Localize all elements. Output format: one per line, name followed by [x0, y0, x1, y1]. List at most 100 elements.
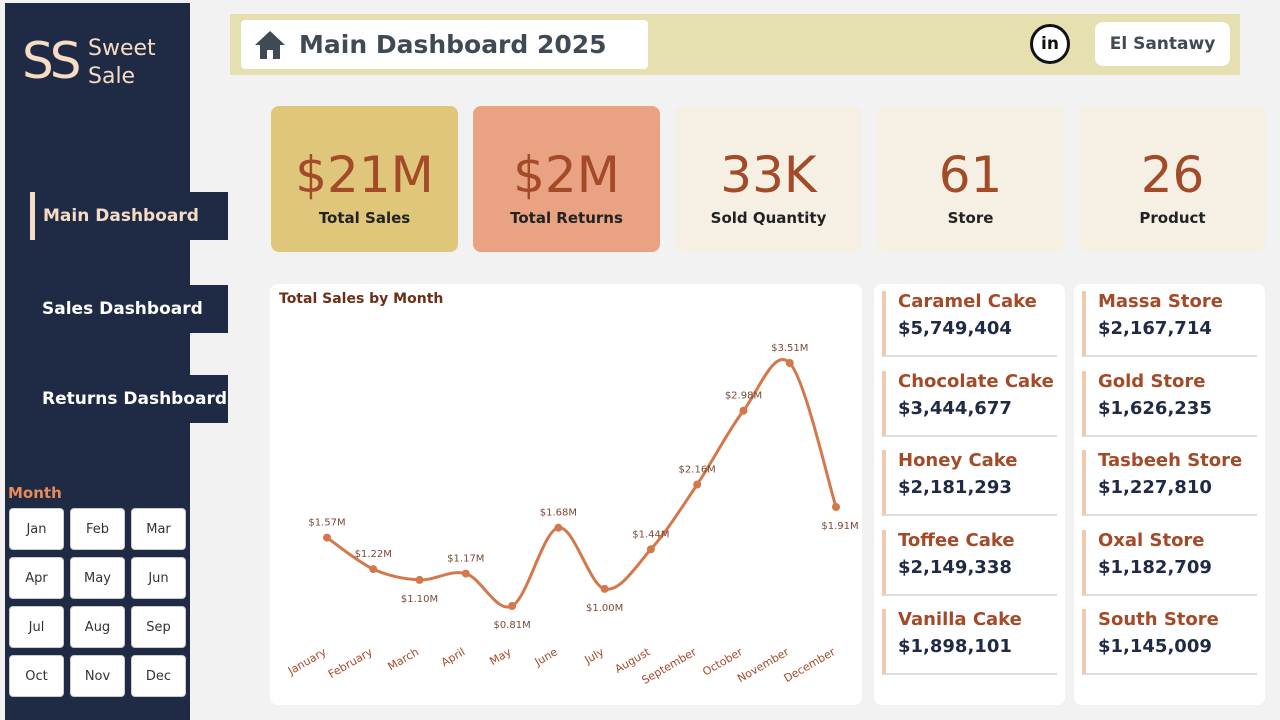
month-button[interactable]: Feb — [70, 508, 125, 550]
data-label: $2.98M — [725, 391, 762, 402]
item-value: $2,149,338 — [898, 556, 1012, 578]
item-value: $2,167,714 — [1098, 318, 1212, 339]
point — [508, 602, 517, 610]
kpi-card: 61 Store — [877, 106, 1064, 252]
nav-button[interactable]: Main Dashboard — [30, 192, 228, 240]
list-item: Tasbeeh Store $1,227,810 — [1082, 450, 1257, 517]
home-icon[interactable] — [253, 29, 287, 61]
item-value: $3,444,677 — [898, 397, 1012, 419]
item-name: Gold Store — [1098, 370, 1206, 392]
kpi-label: Sold Quantity — [710, 209, 827, 227]
item-value: $1,227,810 — [1098, 477, 1212, 499]
logo-text: Sale — [88, 64, 136, 89]
data-label: $1.68M — [540, 508, 577, 519]
nav-button[interactable]: Returns Dashboard — [30, 375, 228, 423]
x-tick-label: November — [735, 645, 791, 685]
item-value: $1,145,009 — [1098, 636, 1212, 658]
point — [832, 503, 840, 511]
chart-card — [270, 284, 862, 705]
list-item: Massa Store $2,167,714 — [1082, 291, 1257, 357]
point — [554, 523, 563, 532]
x-tick-label: December — [782, 645, 838, 685]
month-button[interactable]: Nov — [70, 655, 125, 697]
x-tick-label: May — [487, 645, 514, 668]
kpi-label: Total Sales — [318, 209, 411, 227]
item-value: $5,749,404 — [898, 318, 1012, 339]
data-label: $1.91M — [821, 521, 858, 532]
kpi-card: $2M Total Returns — [473, 106, 660, 252]
kpi-card: 26 Product — [1079, 106, 1266, 252]
data-label: $2.16M — [679, 465, 716, 476]
item-name: Massa Store — [1098, 291, 1223, 312]
point — [369, 565, 378, 574]
point — [739, 406, 748, 415]
x-tick-label: February — [326, 645, 375, 681]
month-button[interactable]: Apr — [9, 557, 64, 599]
point — [693, 480, 702, 489]
month-button[interactable]: Mar — [131, 508, 186, 550]
month-button[interactable]: Jul — [9, 606, 64, 648]
month-button[interactable]: Oct — [9, 655, 64, 697]
nav-button[interactable]: Sales Dashboard — [30, 285, 228, 333]
kpi-label: Product — [1139, 209, 1206, 227]
item-value: $1,898,101 — [898, 636, 1012, 658]
list-item: Toffee Cake $2,149,338 — [882, 529, 1057, 596]
logo-text: Sweet — [88, 36, 156, 61]
kpi-card: $21M Total Sales — [271, 106, 458, 252]
list-item: Oxal Store $1,182,709 — [1082, 529, 1257, 596]
item-name: Chocolate Cake — [898, 370, 1054, 392]
point — [323, 533, 331, 542]
month-button[interactable]: Sep — [131, 606, 186, 648]
point — [600, 584, 609, 593]
data-label: $1.22M — [355, 549, 392, 560]
logo-mark: SS — [22, 32, 82, 90]
list-item: Honey Cake $2,181,293 — [882, 450, 1057, 517]
point — [415, 575, 424, 584]
data-label: $1.10M — [401, 594, 438, 605]
kpi-value: $2M — [513, 146, 620, 204]
month-button[interactable]: Dec — [131, 655, 186, 697]
list-item: Vanilla Cake $1,898,101 — [882, 609, 1057, 676]
point — [785, 359, 794, 367]
point — [461, 569, 470, 578]
item-value: $1,626,235 — [1098, 397, 1212, 419]
user-button[interactable]: El Santawy — [1095, 22, 1230, 66]
products-card — [874, 284, 1065, 705]
x-tick-label: March — [385, 645, 421, 673]
kpi-card: 33K Sold Quantity — [675, 106, 862, 252]
month-button[interactable]: May — [70, 557, 125, 599]
x-tick-label: July — [582, 645, 607, 667]
kpi-value: $21M — [295, 146, 434, 204]
item-name: Tasbeeh Store — [1098, 450, 1243, 472]
month-button[interactable]: Jun — [131, 557, 186, 599]
data-label: $3.51M — [771, 343, 808, 354]
item-value: $2,181,293 — [898, 477, 1012, 499]
kpi-label: Total Returns — [510, 209, 623, 227]
data-label: $1.57M — [308, 518, 345, 529]
data-label: $0.81M — [493, 620, 530, 631]
kpi-value: 33K — [720, 146, 817, 204]
month-button[interactable]: Jan — [9, 508, 64, 550]
x-tick-label: January — [285, 645, 329, 678]
kpi-value: 61 — [938, 146, 1003, 204]
item-name: South Store — [1098, 609, 1219, 631]
slicer-title: Month — [8, 484, 62, 502]
page-title: Main Dashboard 2025 — [241, 20, 648, 69]
item-name: Oxal Store — [1098, 529, 1205, 551]
x-tick-label: June — [532, 645, 560, 669]
line-chart: Total Sales by Month $1.57M $1.22M $1.10M $1… — [279, 291, 859, 687]
kpi-value: 26 — [1140, 146, 1205, 204]
month-button[interactable]: Aug — [70, 606, 125, 648]
list-item: Chocolate Cake $3,444,677 — [882, 370, 1057, 437]
item-name: Vanilla Cake — [898, 609, 1022, 631]
item-name: Caramel Cake — [898, 291, 1037, 312]
x-tick-label: April — [439, 645, 467, 669]
data-label: $1.44M — [632, 529, 669, 540]
data-label: $1.17M — [447, 554, 484, 565]
item-name: Honey Cake — [898, 450, 1018, 472]
sidebar — [5, 3, 190, 720]
linkedin-button[interactable]: in — [1030, 24, 1070, 64]
kpi-label: Store — [947, 209, 994, 227]
data-label: $1.00M — [586, 603, 623, 614]
